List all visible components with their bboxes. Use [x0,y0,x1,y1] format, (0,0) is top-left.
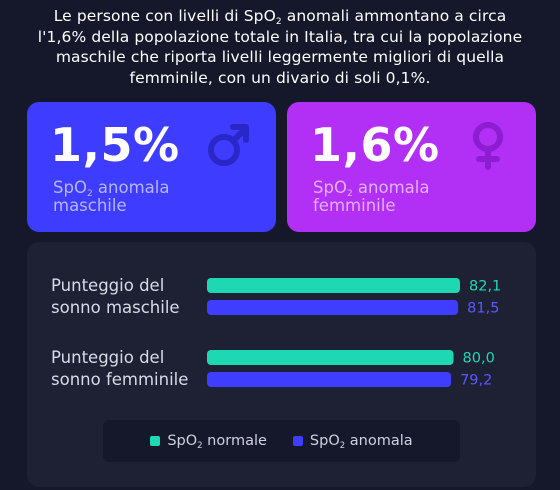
female-stat-value: 1,6% [310,118,440,172]
intro-line-3: maschile che riporta livelli leggermente… [55,48,505,66]
chart-legend: SpO2 normale SpO2 anomala [103,420,460,462]
group-label-male: Punteggio del sonno maschile [51,276,180,317]
intro-line-1: Le persone con livelli di SpO2 anomali a… [53,7,507,27]
intro-text: Le persone con livelli di SpO2 anomali a… [20,6,540,88]
male-symbol-icon [208,124,249,166]
intro-line-4: femminile, con un divario di soli 0,1%. [129,68,431,87]
sleep-score-chart: Punteggio del sonno maschile Punteggio d… [27,242,536,487]
bar-value-label-female-anomala: 79,2 [460,373,492,389]
female-stat-card: 1,6% SpO2 anomala femminile [287,102,536,232]
bar-female-normale [207,350,454,365]
bars-area: 82,1 81,5 80,0 79,2 [207,278,501,389]
bar-value-label-male-normale: 82,1 [469,279,501,295]
legend-swatch-normale [150,436,161,446]
bar-value-label-female-normale: 80,0 [463,351,495,367]
male-stat-card: 1,5% SpO2 anomala maschile [27,102,276,232]
female-symbol-icon [473,122,503,170]
male-stat-label: SpO2 anomala maschile [53,178,170,215]
bar-male-anomala [207,300,459,315]
group-label-female: Punteggio del sonno femminile [51,348,189,389]
intro-line-2: l'1,6% della popolazione totale in Itali… [37,27,523,46]
bar-female-anomala [207,372,452,387]
legend-item-normale: SpO2 normale [150,433,267,450]
bar-male-normale [207,278,460,293]
female-stat-label: SpO2 anomala femminile [313,178,430,215]
male-stat-value: 1,5% [50,118,180,172]
legend-swatch-anomala [292,436,303,446]
bar-value-label-male-anomala: 81,5 [467,301,499,317]
legend-item-anomala: SpO2 anomala [292,433,413,450]
